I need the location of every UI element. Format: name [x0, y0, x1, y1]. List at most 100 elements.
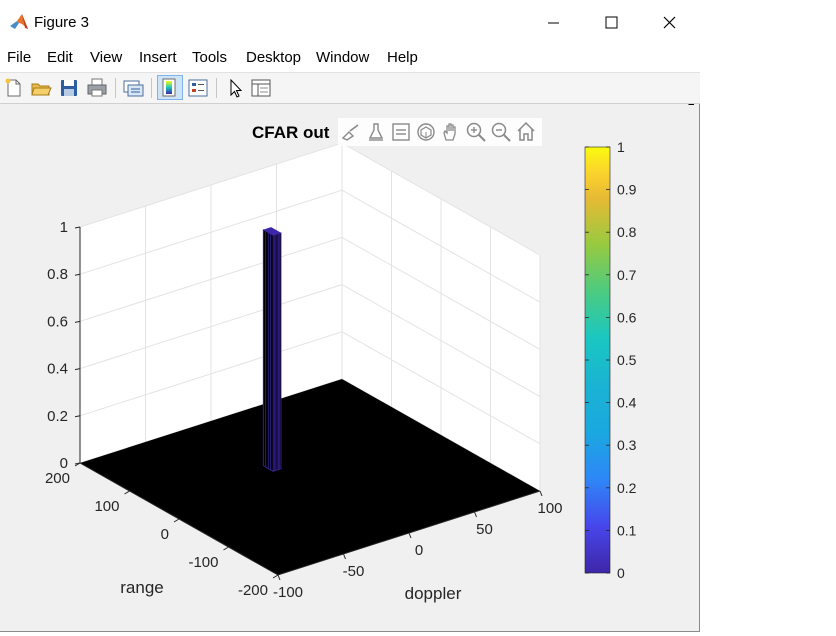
legend-button[interactable]	[187, 77, 209, 99]
z-tick-label: 1	[60, 219, 68, 236]
menu-window[interactable]: Window	[316, 49, 370, 66]
new-figure-icon	[5, 78, 21, 97]
x-tick-label: -100	[273, 584, 303, 601]
maximize-icon	[605, 16, 618, 29]
colorbar-tick-label: 0.7	[617, 267, 637, 283]
menu-file[interactable]: File	[7, 49, 32, 66]
z-tick-mark	[74, 320, 81, 323]
z-tick-label: 0.6	[47, 313, 68, 330]
surface-floor	[80, 379, 540, 575]
colorbar-icon	[162, 78, 176, 97]
y-tick-label: 200	[45, 470, 70, 487]
figure-toolbar	[0, 72, 700, 104]
z-tick-mark	[74, 415, 81, 418]
z-tick-label: 0.4	[47, 361, 68, 378]
colorbar-tick-label: 0.6	[617, 309, 637, 325]
z-tick-mark	[74, 226, 81, 229]
zoom-in-icon[interactable]	[466, 122, 486, 142]
axes-3d[interactable]: -100-50050100-200-100010020000.20.40.60.…	[45, 142, 563, 603]
menu-tools[interactable]: Tools	[192, 49, 228, 66]
colorbar-tick-label: 0	[617, 565, 625, 581]
print-icon	[87, 78, 107, 97]
z-tick-label: 0.8	[47, 266, 68, 283]
axes-toolbar	[338, 118, 542, 146]
y-tick-mark	[272, 574, 279, 579]
x-tick-mark	[277, 574, 281, 581]
menu-help[interactable]: Help	[387, 49, 418, 66]
export-icon[interactable]	[392, 123, 410, 141]
close-button[interactable]	[640, 0, 698, 44]
colorbar-tick-label: 0.5	[617, 352, 637, 368]
colorbar-tick-label: 0.8	[617, 224, 637, 240]
property-inspector-button[interactable]	[250, 77, 272, 99]
menu-insert[interactable]: Insert	[139, 49, 177, 66]
minimize-icon	[548, 22, 559, 24]
edit-plot-arrow-icon	[230, 78, 243, 98]
new-figure-button[interactable]	[3, 77, 25, 99]
home-icon[interactable]	[517, 121, 535, 141]
x-tick-mark	[539, 490, 543, 497]
colorbar-tick-label: 1	[617, 139, 625, 155]
maximize-button[interactable]	[582, 0, 640, 44]
toolbar-separator	[151, 78, 152, 98]
window-title: Figure 3	[34, 14, 90, 31]
title-bar[interactable]: Figure 3	[0, 0, 700, 44]
z-tick-mark	[74, 462, 81, 465]
axis-ticks: -100-50050100-200-100010020000.20.40.60.…	[45, 219, 563, 603]
x-tick-label: -50	[343, 563, 365, 580]
edit-plot-button[interactable]	[224, 77, 246, 99]
brush-icon[interactable]	[341, 124, 359, 141]
colorbar-tick-label: 0.1	[617, 522, 637, 538]
save-button[interactable]	[58, 77, 80, 99]
colorbar-button[interactable]	[157, 75, 183, 100]
x-axis-label: doppler	[405, 584, 462, 603]
save-icon	[61, 80, 77, 96]
open-file-icon	[31, 83, 52, 96]
y-tick-label: 100	[94, 498, 119, 515]
y-tick-label: -100	[188, 554, 218, 571]
menu-edit[interactable]: Edit	[47, 49, 73, 66]
print-button[interactable]	[86, 77, 108, 99]
zoom-out-icon[interactable]	[491, 122, 511, 142]
x-tick-label: 100	[537, 500, 562, 517]
colorbar-ticks: 0 0.1 0.2 0.3 0.4 0.5 0.6 0.7 0.8 0.9 1	[585, 139, 637, 581]
colorbar-tick-label: 0.2	[617, 480, 637, 496]
colorbar-tick-label: 0.9	[617, 182, 637, 198]
menu-bar: File Edit View Insert Tools Desktop Wind…	[0, 44, 700, 105]
z-tick-mark	[74, 273, 81, 276]
matlab-icon	[10, 14, 28, 29]
x-tick-mark	[343, 553, 346, 560]
toolbar-separator	[115, 78, 116, 98]
rotate-3d-icon[interactable]	[417, 123, 435, 141]
z-tick-mark	[74, 368, 81, 371]
surface-floor-plane	[80, 379, 540, 575]
gridline	[79, 236, 541, 350]
x-tick-mark	[408, 532, 412, 539]
y-axis-label: range	[120, 578, 163, 597]
y-tick-label: -200	[238, 582, 268, 599]
property-inspector-icon	[251, 79, 271, 97]
data-tips-icon[interactable]	[368, 123, 384, 141]
plot-title: CFAR out	[252, 123, 330, 142]
minimize-button[interactable]	[524, 0, 582, 44]
x-tick-label: 50	[476, 521, 493, 538]
z-tick-label: 0	[60, 455, 68, 472]
surface-peak	[262, 227, 282, 472]
link-plot-button[interactable]	[122, 77, 144, 99]
pan-icon[interactable]	[443, 123, 456, 141]
gridline	[79, 331, 541, 445]
menu-view[interactable]: View	[90, 49, 123, 66]
link-plot-icon	[123, 80, 144, 97]
y-tick-mark	[173, 518, 180, 523]
gridline	[79, 284, 541, 398]
y-tick-mark	[223, 546, 229, 551]
menu-desktop[interactable]: Desktop	[246, 49, 302, 66]
y-tick-label: 0	[161, 526, 169, 543]
open-file-button[interactable]	[30, 77, 52, 99]
z-tick-label: 0.2	[47, 408, 68, 425]
colorbar-tick-label: 0.3	[617, 437, 637, 453]
legend-icon	[188, 79, 208, 97]
colorbar[interactable]: 0 0.1 0.2 0.3 0.4 0.5 0.6 0.7 0.8 0.9 1	[584, 139, 637, 581]
x-tick-mark	[474, 511, 477, 518]
